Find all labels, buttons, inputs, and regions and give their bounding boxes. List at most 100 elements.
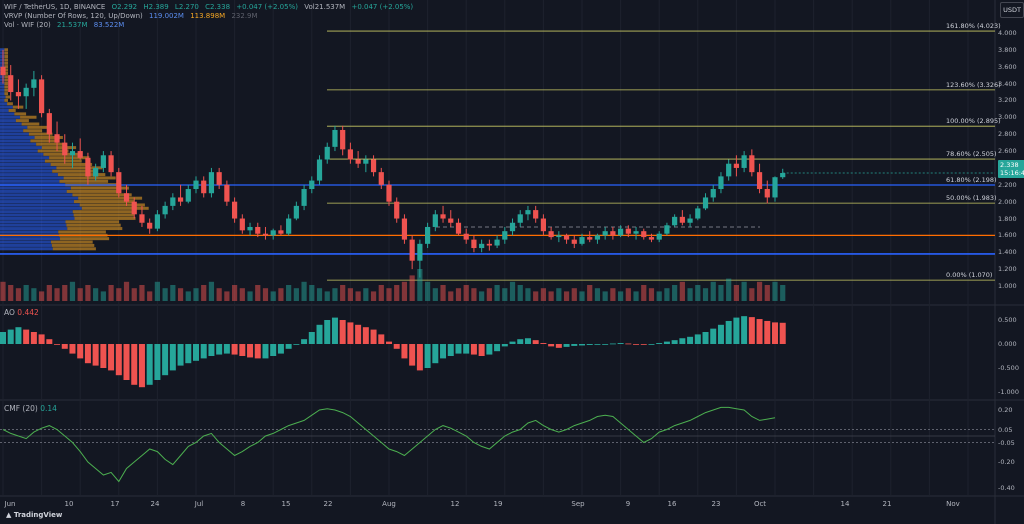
candle-body	[463, 233, 469, 240]
candle-body	[54, 134, 60, 143]
volume-bar	[764, 285, 770, 301]
ao-bar	[663, 341, 670, 344]
ao-bar	[200, 344, 207, 359]
vrvp-header[interactable]: VRVP (Number Of Rows, 120, Up/Down) 119.…	[4, 12, 262, 20]
ao-bar	[247, 344, 254, 358]
tradingview-logo[interactable]: ▲ TradingView	[6, 511, 62, 519]
ao-bar	[772, 322, 778, 344]
ao-bar	[301, 339, 308, 344]
candle-body	[548, 231, 554, 238]
volume-bar	[232, 285, 238, 301]
ao-bar	[231, 344, 238, 355]
volume-bar	[216, 288, 222, 301]
volume-bar	[471, 288, 477, 301]
fib-level-label: 123.60% (3.326)	[946, 80, 1001, 89]
volume-bar	[108, 285, 114, 301]
ao-bar	[223, 344, 230, 354]
ao-bar	[162, 344, 169, 376]
candle-body	[93, 167, 99, 177]
candle-body	[324, 146, 330, 160]
price-tick: 2.800	[998, 130, 1017, 139]
volume-bar	[579, 291, 585, 301]
volume-bar	[448, 291, 454, 301]
volume-bar	[571, 288, 577, 301]
volume-profile-bar-up	[0, 135, 35, 139]
cmf-value: 0.14	[40, 404, 57, 413]
ao-bar	[262, 344, 269, 359]
volume-bar	[386, 288, 392, 301]
volume-profile-bar-down	[81, 206, 149, 210]
candle-body	[85, 157, 91, 177]
price-tick: 2.600	[998, 147, 1017, 156]
volume-bar	[664, 288, 670, 301]
price-tick: 3.200	[998, 96, 1017, 105]
volume-bar	[0, 281, 6, 301]
volume-profile-bar-down	[50, 240, 93, 244]
candle-body	[587, 237, 593, 240]
candle-body	[170, 197, 176, 206]
volume-profile-bar-up	[0, 149, 38, 153]
volume-bar	[409, 275, 415, 301]
ao-bar	[609, 343, 616, 345]
ao-bar	[478, 344, 485, 356]
volume-profile-bar-up	[0, 129, 24, 133]
candle-body	[232, 201, 238, 219]
volume-profile-bar-down	[56, 166, 103, 170]
volume-profile-bar-up	[0, 146, 42, 150]
volume-profile-bar-down	[23, 129, 43, 133]
ao-tick: -0.500	[998, 364, 1019, 372]
candle-body	[656, 233, 662, 240]
volume-bar	[147, 291, 153, 301]
ao-bar	[563, 344, 570, 347]
volume-profile-bar-down	[4, 58, 8, 62]
candle-body	[239, 218, 245, 231]
tv-icon: ▲	[6, 511, 12, 519]
ao-bar	[54, 344, 61, 345]
volume-bar	[533, 291, 539, 301]
volume-bar	[756, 281, 763, 301]
volume-bar	[100, 291, 106, 301]
time-tick: 8	[240, 500, 246, 508]
volume-profile-bar-up	[0, 186, 71, 190]
time-tick: 12	[450, 500, 460, 508]
volume-bar	[394, 285, 400, 301]
volume-profile-bar-down	[21, 122, 40, 126]
volume-profile-bar-down	[4, 51, 8, 55]
candle-body	[123, 193, 130, 202]
volume-profile-bar-down	[51, 243, 95, 247]
ao-bar	[617, 343, 624, 344]
volume-bar	[517, 285, 523, 301]
volume-bar	[154, 281, 160, 301]
candle-body	[486, 243, 492, 246]
volume-profile-bar-down	[44, 159, 82, 163]
volume-bar	[509, 281, 516, 301]
ao-bar	[123, 344, 130, 380]
volume-profile-bar-down	[4, 55, 8, 59]
volume-bar	[718, 285, 724, 301]
volume-profile-bar-down	[15, 119, 29, 123]
volume-profile-bar-down	[14, 112, 27, 116]
candle-body	[502, 231, 508, 240]
volume-bar	[602, 291, 608, 301]
ao-bar	[571, 344, 578, 346]
currency-button[interactable]: USDT	[1000, 2, 1024, 18]
price-tick: 3.800	[998, 45, 1017, 54]
volume-profile-bar-down	[4, 82, 8, 85]
volume-profile-bar-down	[4, 68, 8, 72]
volume-profile-bar-up	[0, 48, 5, 52]
candle-body	[533, 210, 539, 219]
ao-bar	[679, 338, 686, 344]
ao-bar	[362, 327, 369, 344]
volume-bar	[641, 285, 647, 301]
candle-body	[633, 231, 639, 234]
candle-body	[247, 226, 253, 231]
time-tick: Jun	[4, 500, 16, 508]
ao-header[interactable]: AO 0.442	[4, 308, 39, 317]
volume-bar	[8, 285, 14, 301]
ao-tick: 0.500	[998, 316, 1017, 324]
volume-header[interactable]: Vol · WIF (20) 21.537M 83.522M	[4, 21, 128, 29]
cmf-tick: -0.20	[998, 458, 1015, 466]
cmf-header[interactable]: CMF (20) 0.14	[4, 404, 57, 413]
symbol-label[interactable]: WIF / TetherUS, 1D, BINANCE	[4, 3, 106, 11]
